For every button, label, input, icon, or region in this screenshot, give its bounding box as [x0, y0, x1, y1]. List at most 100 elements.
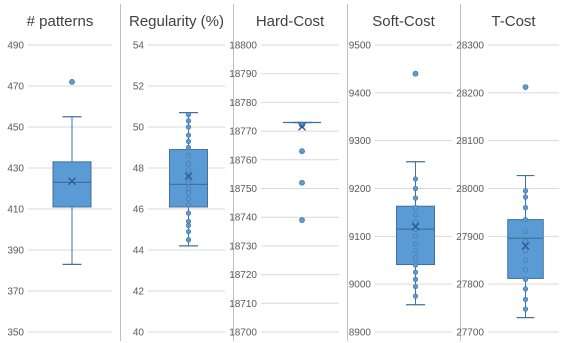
data-point [185, 179, 192, 185]
y-tick-label: 8900 [349, 328, 372, 339]
data-point [522, 296, 529, 303]
y-tick-label: 9300 [349, 136, 372, 147]
data-point [185, 167, 192, 173]
y-tick-label: 350 [7, 328, 24, 339]
data-point [185, 161, 192, 167]
data-point [522, 257, 529, 263]
panel-title: T-Cost [491, 13, 536, 30]
data-point [412, 248, 419, 254]
y-tick-label: 27900 [456, 232, 484, 243]
y-tick-label: 9100 [349, 232, 372, 243]
y-tick-label: 18770 [229, 127, 257, 138]
panel-2: Regularity (%) 40 42 44 46 48 50 52 54 [120, 4, 225, 341]
data-point [412, 262, 419, 268]
data-point [412, 255, 419, 261]
data-point [412, 219, 419, 225]
y-tick-label: 9400 [349, 88, 372, 99]
data-point [412, 195, 419, 201]
y-tick-label: 18760 [229, 155, 257, 166]
panel-4: Soft-Cost 8900 9000 9100 9200 9300 9400 9500 [347, 4, 452, 341]
panel-1: # patterns 350 370 390 410 430 450 470 490 [7, 13, 112, 339]
y-tick-label: 370 [7, 287, 24, 298]
outlier-point [299, 148, 305, 155]
y-tick-label: 40 [133, 328, 145, 339]
data-point [185, 237, 192, 243]
data-point [185, 185, 192, 192]
mean-marker [298, 122, 306, 131]
mean-marker [411, 222, 420, 231]
y-tick-label: 9500 [349, 41, 372, 52]
data-point [185, 202, 192, 208]
y-tick-label: 50 [133, 123, 145, 134]
y-tick-label: 28000 [456, 184, 484, 195]
data-point [412, 233, 419, 239]
y-tick-label: 18780 [229, 98, 257, 109]
y-tick-label: 18710 [229, 299, 257, 310]
y-tick-label: 52 [133, 82, 145, 93]
outlier-point [522, 84, 529, 90]
data-point [185, 228, 192, 235]
mean-marker [68, 177, 76, 186]
data-point [522, 216, 529, 223]
y-tick-label: 9200 [349, 184, 372, 195]
y-tick-label: 490 [7, 41, 24, 52]
data-point [185, 132, 192, 138]
panel-5: T-Cost 27700 27800 27900 28000 28100 28200 2830… [456, 4, 559, 341]
data-point [522, 205, 529, 211]
y-tick-label: 18700 [229, 328, 257, 339]
data-point [185, 138, 192, 144]
data-point [522, 306, 529, 312]
y-tick-label: 18730 [229, 241, 257, 252]
outlier-point [69, 79, 75, 85]
mean-marker [521, 241, 530, 250]
y-tick-label: 410 [7, 205, 24, 216]
y-tick-label: 390 [7, 246, 24, 257]
data-point [185, 118, 192, 124]
y-tick-label: 42 [133, 287, 145, 298]
y-tick-label: 28100 [456, 136, 484, 147]
y-tick-label: 18740 [229, 213, 257, 224]
outlier-point [299, 179, 305, 186]
panel-title: # patterns [27, 13, 94, 30]
y-tick-label: 48 [133, 164, 145, 175]
y-tick-label: 44 [133, 246, 145, 257]
y-tick-label: 18720 [229, 270, 257, 281]
outlier-point [299, 217, 305, 223]
data-point [522, 267, 529, 273]
data-point [412, 293, 419, 299]
panel-3: Hard-Cost 18700 18710 18720 18730 18740 18750 1… [229, 4, 339, 341]
data-point [522, 276, 529, 282]
y-tick-label: 470 [7, 82, 24, 93]
data-point [412, 269, 419, 275]
y-tick-label: 430 [7, 164, 24, 175]
mean-marker [184, 172, 193, 181]
data-point [412, 212, 419, 218]
data-point [522, 286, 529, 292]
y-tick-label: 18790 [229, 69, 257, 80]
data-point [185, 218, 192, 224]
panel-title: Regularity (%) [129, 13, 224, 30]
y-tick-label: 27700 [456, 328, 484, 339]
data-point [522, 238, 529, 244]
data-point [412, 205, 419, 211]
y-tick-label: 18750 [229, 184, 257, 195]
data-point [412, 283, 419, 290]
outlier-point [299, 122, 305, 129]
y-tick-label: 28300 [456, 41, 484, 52]
data-point [185, 196, 192, 202]
data-point [522, 194, 529, 200]
data-point [412, 176, 419, 182]
y-tick-label: 28200 [456, 88, 484, 99]
data-point [412, 276, 419, 282]
data-point [522, 188, 529, 194]
y-tick-label: 27800 [456, 280, 484, 291]
outlier-point [412, 70, 419, 77]
data-point [185, 144, 192, 151]
y-tick-label: 46 [133, 205, 145, 216]
data-point [412, 185, 419, 192]
y-tick-label: 9000 [349, 280, 372, 291]
data-point [412, 240, 419, 247]
data-point [185, 153, 192, 159]
y-tick-label: 18800 [229, 41, 257, 52]
